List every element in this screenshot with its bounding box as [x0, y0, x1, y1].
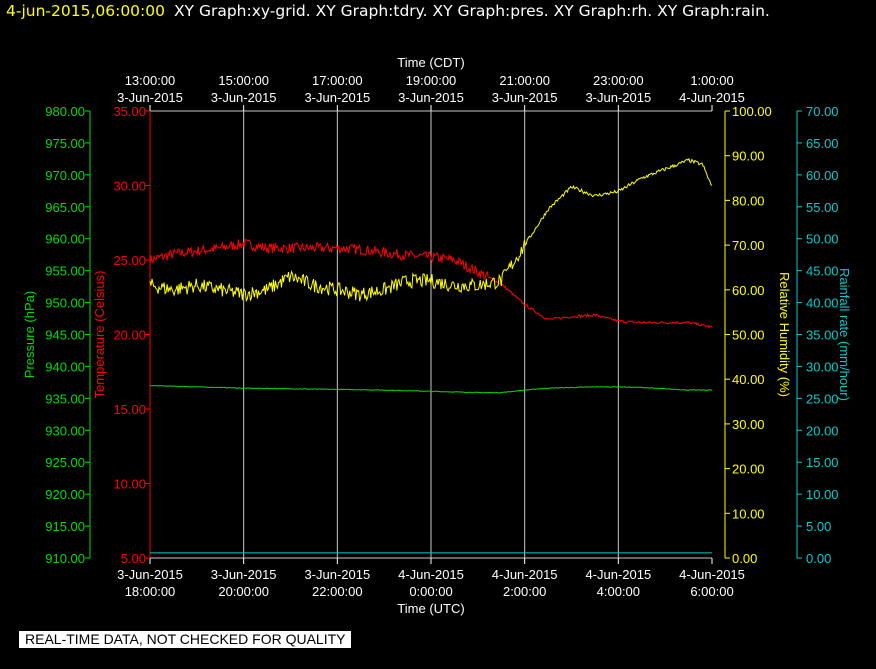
- bottom-axis-tick-label: 4-Jun-2015: [585, 567, 651, 582]
- humidity-axis-tick-label: 40.00: [732, 372, 765, 387]
- top-axis-tick-label: 3-Jun-2015: [117, 90, 183, 105]
- humidity-axis-tick-label: 30.00: [732, 417, 765, 432]
- temperature-axis-tick-label: 15.00: [113, 402, 146, 417]
- rainfall-axis-tick-label: 70.00: [806, 104, 839, 119]
- graph-header: 4-jun-2015,06:00:00 XY Graph:xy-grid. XY…: [6, 2, 770, 20]
- pressure-axis-tick-label: 925.00: [45, 455, 85, 470]
- pressure-axis-tick-label: 940.00: [45, 359, 85, 374]
- rainfall-axis-tick-label: 20.00: [806, 423, 839, 438]
- rainfall-axis-tick-label: 60.00: [806, 168, 839, 183]
- pressure-axis-tick-label: 970.00: [45, 168, 85, 183]
- bottom-axis-tick-label: 3-Jun-2015: [304, 567, 370, 582]
- humidity-axis-tick-label: 0.00: [732, 551, 757, 566]
- bottom-axis-tick-label: 3-Jun-2015: [211, 567, 277, 582]
- rainfall-axis-tick-label: 50.00: [806, 232, 839, 247]
- humidity-axis-title: Relative Humidity (%): [777, 272, 792, 397]
- top-axis-tick-label: 3-Jun-2015: [304, 90, 370, 105]
- bottom-axis-tick-label: 22:00:00: [312, 584, 363, 599]
- series-line-pres: [149, 384, 713, 394]
- rainfall-axis-tick-label: 35.00: [806, 328, 839, 343]
- bottom-axis-tick-label: 4-Jun-2015: [492, 567, 558, 582]
- rainfall-axis-tick-label: 65.00: [806, 136, 839, 151]
- pressure-axis-tick-label: 980.00: [45, 104, 85, 119]
- rainfall-axis-tick-label: 5.00: [806, 519, 831, 534]
- pressure-axis-tick-label: 915.00: [45, 519, 85, 534]
- pressure-axis-tick-label: 955.00: [45, 264, 85, 279]
- top-axis-title: Time (CDT): [397, 55, 464, 70]
- top-axis-tick-label: 13:00:00: [125, 73, 176, 88]
- humidity-axis-tick-label: 50.00: [732, 328, 765, 343]
- bottom-axis-tick-label: 4-Jun-2015: [679, 567, 745, 582]
- top-axis-tick-label: 15:00:00: [218, 73, 269, 88]
- temperature-axis-tick-label: 10.00: [113, 477, 146, 492]
- temperature-axis-tick-label: 20.00: [113, 328, 146, 343]
- pressure-axis-tick-label: 960.00: [45, 232, 85, 247]
- top-axis-tick-label: 3-Jun-2015: [398, 90, 464, 105]
- bottom-axis-tick-label: 20:00:00: [218, 584, 269, 599]
- pressure-axis-tick-label: 975.00: [45, 136, 85, 151]
- pressure-axis-tick-label: 910.00: [45, 551, 85, 566]
- rainfall-axis-tick-label: 40.00: [806, 296, 839, 311]
- series-line-rh: [149, 157, 713, 303]
- top-axis-tick-label: 19:00:00: [406, 73, 457, 88]
- humidity-axis-tick-label: 70.00: [732, 238, 765, 253]
- pressure-axis-tick-label: 950.00: [45, 296, 85, 311]
- rainfall-axis-tick-label: 15.00: [806, 455, 839, 470]
- header-graph-list: XY Graph:xy-grid. XY Graph:tdry. XY Grap…: [173, 2, 770, 20]
- humidity-axis-tick-label: 20.00: [732, 462, 765, 477]
- top-axis-tick-label: 3-Jun-2015: [585, 90, 651, 105]
- pressure-axis-tick-label: 945.00: [45, 328, 85, 343]
- pressure-axis-title: Pressure (hPa): [22, 291, 37, 378]
- top-axis-tick-label: 3-Jun-2015: [492, 90, 558, 105]
- pressure-axis-tick-label: 935.00: [45, 391, 85, 406]
- pressure-axis-tick-label: 965.00: [45, 200, 85, 215]
- rainfall-axis-tick-label: 45.00: [806, 264, 839, 279]
- temperature-axis-tick-label: 30.00: [113, 179, 146, 194]
- bottom-axis-tick-label: 18:00:00: [125, 584, 176, 599]
- bottom-axis-tick-label: 4-Jun-2015: [398, 567, 464, 582]
- humidity-axis-tick-label: 60.00: [732, 283, 765, 298]
- temperature-axis-tick-label: 35.00: [113, 104, 146, 119]
- pressure-axis-tick-label: 930.00: [45, 423, 85, 438]
- series-line-tdry: [149, 238, 713, 329]
- bottom-axis-tick-label: 3-Jun-2015: [117, 567, 183, 582]
- humidity-axis-tick-label: 100.00: [732, 104, 772, 119]
- humidity-axis-tick-label: 80.00: [732, 193, 765, 208]
- rainfall-axis-tick-label: 30.00: [806, 359, 839, 374]
- rainfall-axis-tick-label: 25.00: [806, 391, 839, 406]
- top-axis-tick-label: 3-Jun-2015: [211, 90, 277, 105]
- rainfall-axis-tick-label: 10.00: [806, 487, 839, 502]
- top-axis-tick-label: 21:00:00: [499, 73, 550, 88]
- bottom-axis-tick-label: 0:00:00: [409, 584, 452, 599]
- top-axis-tick-label: 23:00:00: [593, 73, 644, 88]
- rainfall-axis-title: Rainfall rate (mm/hour): [837, 268, 852, 401]
- top-axis-tick-label: 17:00:00: [312, 73, 363, 88]
- header-date-time: 4-jun-2015,06:00:00: [6, 2, 165, 20]
- top-axis-tick-label: 1:00:00: [690, 73, 733, 88]
- rainfall-axis-tick-label: 55.00: [806, 200, 839, 215]
- bottom-axis-title: Time (UTC): [397, 601, 464, 616]
- rainfall-axis-tick-label: 0.00: [806, 551, 831, 566]
- bottom-axis-tick-label: 6:00:00: [690, 584, 733, 599]
- top-axis-tick-label: 4-Jun-2015: [679, 90, 745, 105]
- humidity-axis-tick-label: 90.00: [732, 149, 765, 164]
- temperature-axis-tick-label: 25.00: [113, 253, 146, 268]
- temperature-axis-tick-label: 5.00: [121, 551, 146, 566]
- humidity-axis-tick-label: 10.00: [732, 506, 765, 521]
- bottom-axis-tick-label: 2:00:00: [503, 584, 546, 599]
- temperature-axis-title: Temperature (Celsius): [92, 271, 107, 399]
- quality-notice: REAL-TIME DATA, NOT CHECKED FOR QUALITY: [19, 631, 352, 648]
- bottom-axis-tick-label: 4:00:00: [597, 584, 640, 599]
- pressure-axis-tick-label: 920.00: [45, 487, 85, 502]
